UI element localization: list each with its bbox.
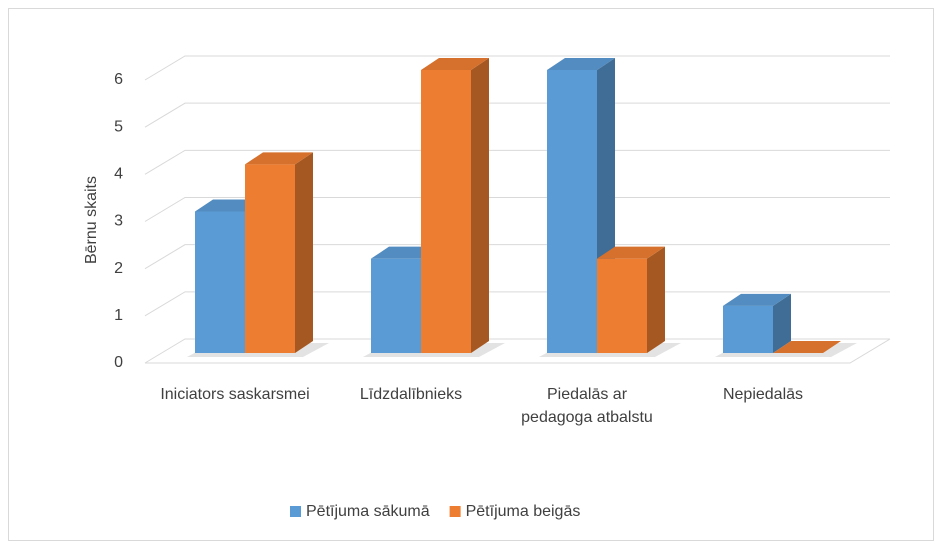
legend-swatch — [290, 506, 301, 517]
bar-side — [647, 246, 665, 353]
x-tick-label: Piedalās ar pedagoga atbalstu — [521, 386, 653, 426]
legend-swatch — [449, 506, 461, 517]
bar-front — [245, 164, 295, 353]
bar-top — [723, 293, 791, 306]
bar-top — [597, 246, 665, 259]
grid-line — [144, 244, 890, 270]
grid-line — [144, 197, 890, 222]
bar-top — [421, 58, 489, 70]
floor — [145, 338, 891, 364]
bar-side — [773, 293, 791, 353]
x-tick-label: Iniciators saskarsmei — [160, 386, 310, 403]
grid-line — [144, 149, 890, 175]
bar-side — [295, 152, 313, 353]
bar-front — [723, 305, 773, 353]
grid-line — [144, 55, 890, 81]
legend-label: Pētījuma beigās — [466, 503, 581, 520]
bar-top — [245, 152, 313, 165]
bar — [245, 152, 313, 353]
bar-front — [195, 211, 245, 353]
y-tick-label: 0 — [114, 354, 123, 371]
x-tick-label: Līdzdalībnieks — [359, 386, 463, 403]
y-tick-label: 6 — [114, 71, 123, 88]
legend-label: Pētījuma sākumā — [306, 503, 430, 520]
y-tick-label: 2 — [114, 260, 123, 277]
bar — [723, 293, 791, 353]
bar-front — [371, 258, 421, 353]
bar-side — [471, 58, 489, 353]
grid-line — [144, 102, 890, 128]
bar-top — [773, 341, 841, 353]
bar — [773, 341, 841, 353]
y-tick-label: 3 — [114, 213, 123, 230]
x-tick-label: Nepiedalās — [722, 386, 804, 403]
bar-top — [547, 58, 615, 70]
y-tick-label: 5 — [114, 118, 123, 135]
bar — [597, 246, 665, 353]
bar — [421, 58, 489, 353]
bar-front — [547, 70, 597, 353]
bar-front — [597, 258, 647, 353]
y-tick-label: 4 — [114, 166, 123, 183]
bar-front — [421, 70, 471, 353]
y-axis-title: Bērnu skaits — [83, 176, 100, 264]
y-tick-label: 1 — [114, 307, 123, 324]
